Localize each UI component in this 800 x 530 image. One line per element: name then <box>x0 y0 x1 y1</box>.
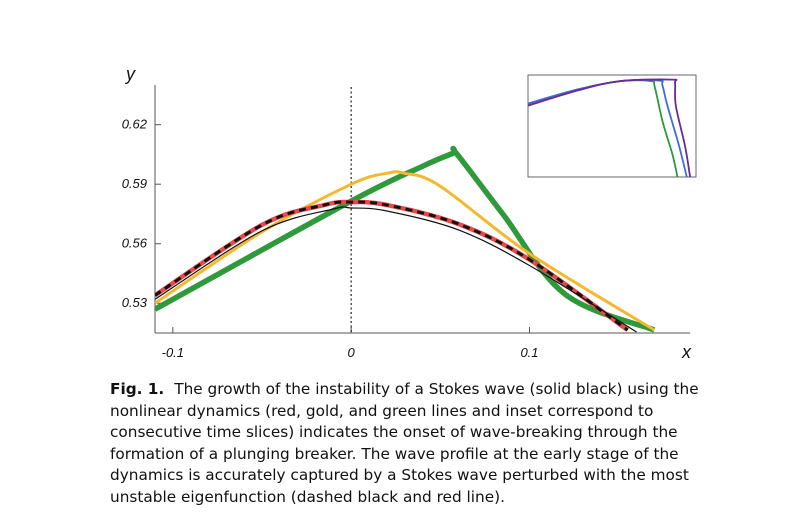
axes <box>154 85 690 334</box>
inset-series-line-2 <box>527 78 691 178</box>
inset-plot <box>527 74 697 178</box>
y-tick-label: 0.62 <box>122 117 148 132</box>
inset-series-layer <box>527 78 691 178</box>
y-tick-label: 0.56 <box>122 236 148 251</box>
y-axis-label: y <box>124 64 136 84</box>
figure-plot: -0.1 0 0.1 0.53 0.56 0.59 0.62 y x <box>122 64 697 362</box>
series-line-3 <box>155 200 629 332</box>
ticks: -0.1 0 0.1 0.53 0.56 0.59 0.62 <box>122 117 539 360</box>
series-line-1 <box>155 170 656 332</box>
caption-text: The growth of the instability of a Stoke… <box>110 380 699 506</box>
series-line-0 <box>155 145 656 333</box>
x-axis-label: x <box>681 342 692 362</box>
caption-label: Fig. 1. <box>110 380 165 398</box>
figure-caption: Fig. 1. The growth of the instability of … <box>110 379 710 509</box>
x-tick-label: 0 <box>348 345 356 360</box>
y-tick-label: 0.53 <box>122 295 148 310</box>
series-line-4 <box>155 206 637 333</box>
y-tick-label: 0.59 <box>122 176 147 191</box>
x-tick-label: 0.1 <box>520 345 538 360</box>
x-tick-label: -0.1 <box>162 345 184 360</box>
series-line-2 <box>155 199 629 332</box>
inset-frame <box>527 74 697 178</box>
series-layer <box>155 145 656 333</box>
